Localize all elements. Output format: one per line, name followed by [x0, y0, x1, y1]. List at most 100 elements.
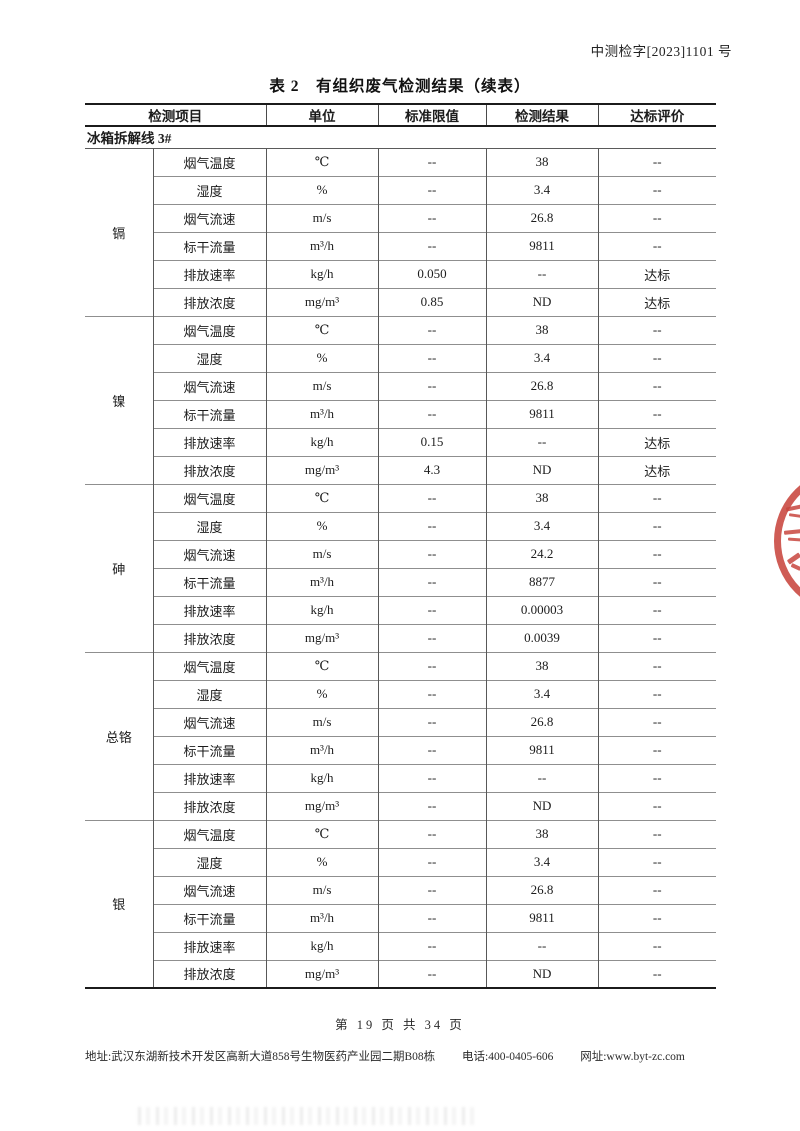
unit-value: m³/h [265, 232, 378, 260]
result-value: 3.4 [485, 848, 598, 876]
table-row: 排放速率 kg/h -- 0.00003 -- [85, 596, 716, 624]
results-table: 检测项目 单位 标准限值 检测结果 达标评价 冰箱拆解线 3# 镉烟气温度 ℃ --… [85, 103, 716, 989]
result-value: 38 [485, 820, 598, 848]
item-name: 排放浓度 [152, 960, 266, 988]
result-value: 3.4 [485, 680, 598, 708]
table-row: 排放速率 kg/h -- -- -- [85, 932, 716, 960]
item-name: 烟气流速 [152, 540, 266, 568]
item-name: 烟气温度 [152, 820, 266, 848]
table-row: 排放浓度 mg/m³ -- ND -- [85, 792, 716, 820]
item-name: 烟气温度 [152, 652, 266, 680]
unit-value: m/s [265, 876, 378, 904]
result-value: -- [485, 932, 598, 960]
item-name: 湿度 [152, 512, 266, 540]
unit-value: kg/h [265, 764, 378, 792]
header-compliance-evaluation: 达标评价 [597, 104, 716, 126]
footer-website[interactable]: 网址:www.byt-zc.com [580, 1051, 685, 1063]
result-value: 26.8 [485, 372, 598, 400]
evaluation-value: -- [597, 176, 716, 204]
unit-value: % [265, 512, 378, 540]
table-row: 湿度% -- 3.4 -- [85, 176, 716, 204]
section-header-row: 冰箱拆解线 3# [85, 126, 716, 148]
table-row: 烟气流速 m/s -- 26.8 -- [85, 708, 716, 736]
evaluation-value: -- [597, 512, 716, 540]
item-name: 标干流量 [152, 568, 266, 596]
evaluation-value: -- [597, 960, 716, 988]
table-row: 镉烟气温度 ℃ -- 38 -- [85, 148, 716, 241]
standard-limit-value: 4.3 [377, 456, 486, 484]
result-value: 24.2 [485, 540, 598, 568]
item-name: 排放速率 [152, 428, 266, 456]
unit-value: % [265, 848, 378, 876]
standard-limit-value: -- [377, 148, 486, 176]
standard-limit-value: 0.050 [377, 260, 486, 288]
evaluation-value: -- [597, 232, 716, 260]
evaluation-value: 达标 [597, 260, 716, 288]
item-name: 烟气流速 [152, 876, 266, 904]
item-name: 湿度 [152, 344, 266, 372]
item-name: 烟气流速 [152, 708, 266, 736]
result-value: 26.8 [485, 708, 598, 736]
analyte-name: 砷 [112, 561, 126, 577]
item-name: 排放速率 [152, 932, 266, 960]
footer-phone: 电话:400-0405-606 [462, 1051, 554, 1063]
item-name: 标干流量 [152, 904, 266, 932]
unit-value: % [265, 344, 378, 372]
standard-limit-value: -- [377, 484, 486, 512]
unit-value: m/s [265, 204, 378, 232]
unit-value: ℃ [265, 484, 378, 512]
table-row: 排放浓度 mg/m³ 4.3 ND 达标 [85, 456, 716, 484]
standard-limit-value: -- [377, 848, 486, 876]
table-row: 排放速率 kg/h 0.15 -- 达标 [85, 428, 716, 456]
result-value: 38 [485, 652, 598, 680]
result-value: -- [485, 764, 598, 792]
standard-limit-value: -- [377, 176, 486, 204]
header-detection-result: 检测结果 [485, 104, 598, 126]
standard-limit-value: -- [377, 680, 486, 708]
result-value: 38 [485, 148, 598, 176]
standard-limit-value: -- [377, 400, 486, 428]
unit-value: mg/m³ [265, 456, 378, 484]
table-row: 烟气流速 m/s -- 26.8 -- [85, 876, 716, 904]
item-name: 排放浓度 [152, 288, 266, 316]
item-name: 烟气流速 [152, 204, 266, 232]
evaluation-value: -- [597, 708, 716, 736]
item-name: 排放速率 [152, 764, 266, 792]
footer-contact: 地址:武汉东湖新技术开发区高新大道858号生物医药产业园二期B08栋 电话:40… [85, 1048, 745, 1064]
unit-value: mg/m³ [265, 624, 378, 652]
standard-limit-value: -- [377, 568, 486, 596]
table-row: 湿度% -- 3.4 -- [85, 512, 716, 540]
item-name: 排放速率 [152, 260, 266, 288]
result-value: -- [485, 260, 598, 288]
result-value: 9811 [485, 400, 598, 428]
standard-limit-value: -- [377, 204, 486, 232]
section-label: 冰箱拆解线 3# [87, 131, 172, 147]
results-table-body: 镉烟气温度 ℃ -- 38 -- 湿度% -- 3.4 -- 烟气流速 m/s -- 26.8 -- 标干流… [85, 148, 716, 988]
table-row: 湿度% -- 3.4 -- [85, 344, 716, 372]
evaluation-value: -- [597, 624, 716, 652]
table-row: 砷烟气温度 ℃ -- 38 -- [85, 484, 716, 577]
table-row: 标干流量 m³/h -- 8877 -- [85, 568, 716, 596]
evaluation-value: -- [597, 848, 716, 876]
result-value: 38 [485, 484, 598, 512]
document-ref-number: 中测检字[2023]1101 号 [590, 44, 732, 59]
item-name: 排放浓度 [152, 456, 266, 484]
result-value: ND [485, 960, 598, 988]
table-header-row: 检测项目 单位 标准限值 检测结果 达标评价 [85, 104, 716, 126]
unit-value: mg/m³ [265, 288, 378, 316]
standard-limit-value: -- [377, 316, 486, 344]
evaluation-value: -- [597, 680, 716, 708]
page-number: 第 19 页 共 34 页 [335, 1018, 465, 1032]
unit-value: m³/h [265, 568, 378, 596]
table-row: 排放浓度 mg/m³ -- 0.0039 -- [85, 624, 716, 652]
unit-value: kg/h [265, 428, 378, 456]
unit-value: m/s [265, 372, 378, 400]
unit-value: % [265, 176, 378, 204]
table-title: 表 2 有组织废气检测结果（续表） [269, 78, 531, 95]
evaluation-value: -- [597, 204, 716, 232]
unit-value: m³/h [265, 400, 378, 428]
evaluation-value: -- [597, 792, 716, 820]
unit-value: kg/h [265, 260, 378, 288]
result-value: 9811 [485, 736, 598, 764]
unit-value: % [265, 680, 378, 708]
